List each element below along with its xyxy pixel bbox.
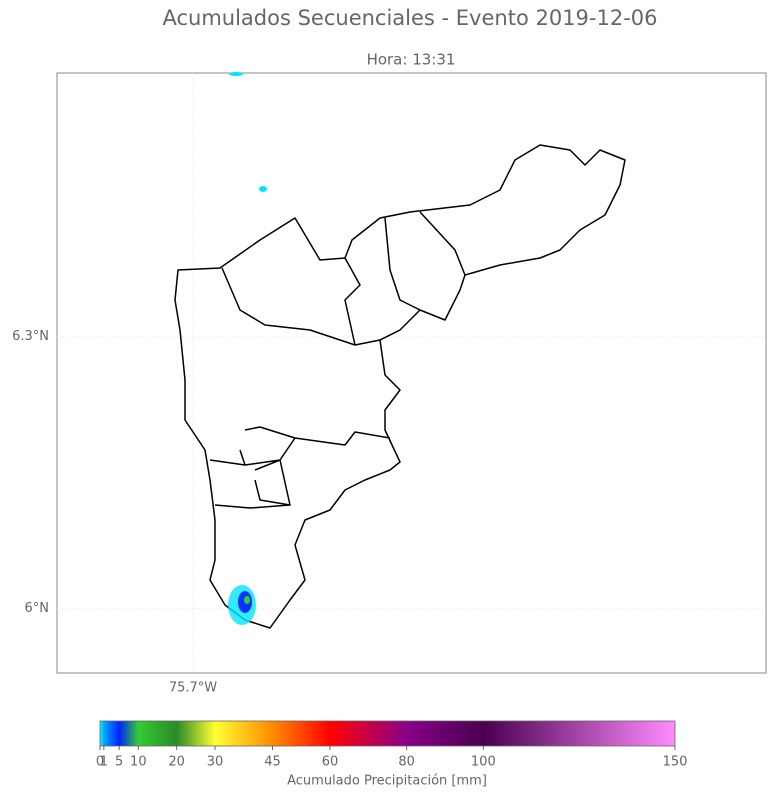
colorbar-gradient	[99, 720, 676, 747]
inner-boundary	[209, 211, 466, 509]
outer-boundary	[174, 144, 626, 629]
title: Acumulados Secuenciales - Evento 2019-12…	[162, 6, 657, 30]
colorbar-tick-label: 30	[207, 755, 224, 770]
colorbar-tick-label: 45	[264, 755, 281, 770]
colorbar-tick-label: 80	[398, 755, 415, 770]
colorbar-tick-label: 0	[96, 755, 104, 770]
subtitle: Hora: 13:31	[367, 51, 456, 69]
colorbar-label: Acumulado Precipitación [mm]	[287, 774, 487, 789]
precipitation	[228, 72, 267, 625]
boundaries	[174, 144, 626, 629]
colorbar-tick-label: 1	[100, 755, 108, 770]
colorbar-tick-label: 150	[663, 755, 688, 770]
grid	[57, 73, 766, 673]
lat-label: 6.3°N	[12, 329, 49, 344]
colorbar-tick-label: 10	[130, 755, 147, 770]
lat-label: 6°N	[25, 601, 50, 616]
colorbar-tick-label: 60	[322, 755, 339, 770]
colorbar-tick-label: 100	[471, 755, 496, 770]
colorbar-tick-label: 5	[115, 755, 123, 770]
colorbar-tick-label: 20	[168, 755, 185, 770]
map-frame	[56, 72, 767, 674]
colorbar: 01 5 10 20 30 45 60 80 100 150	[96, 720, 688, 770]
lon-label: 75.7°W	[169, 681, 217, 696]
